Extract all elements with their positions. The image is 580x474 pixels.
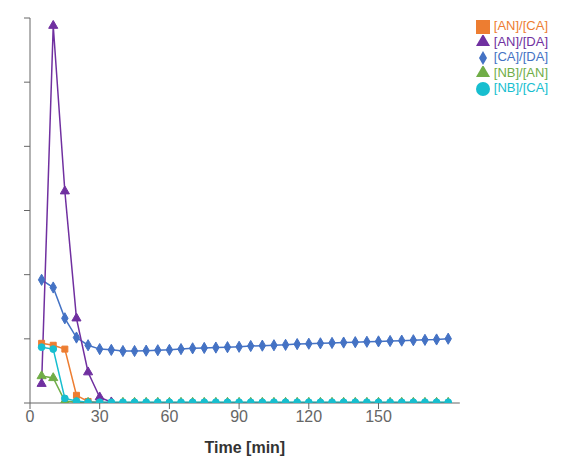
html-text:[AN]/[CA]: [AN]/[CA] (493, 18, 548, 33)
html-text:[AN]/[DA]: [AN]/[DA] (493, 33, 548, 49)
svg-text:30: 30 (91, 408, 109, 425)
svg-text:Time [min]: Time [min] (205, 439, 286, 456)
html-text:[NB]/[CA]: [NB]/[CA] (493, 80, 548, 96)
svg-text:90: 90 (230, 408, 248, 425)
html-text:[NB]/[AN]: [NB]/[AN] (493, 64, 548, 80)
svg-text:60: 60 (161, 408, 179, 425)
svg-text:150: 150 (365, 408, 392, 425)
svg-text:120: 120 (295, 408, 322, 425)
html-text:[CA]/[DA]: [CA]/[DA] (493, 49, 548, 65)
svg-text:0: 0 (26, 408, 35, 425)
